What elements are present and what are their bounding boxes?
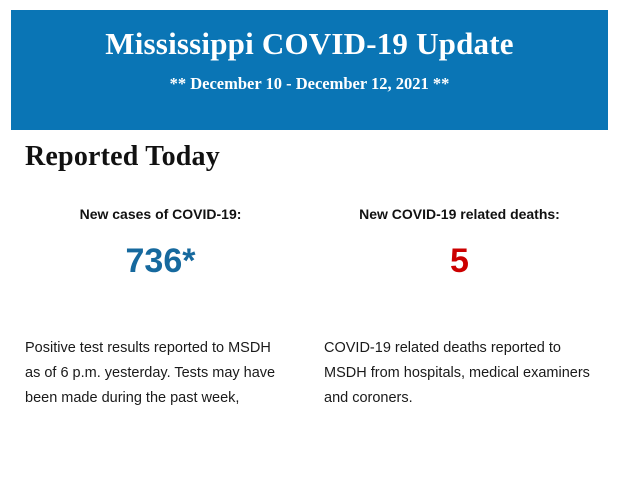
stat-value-new-cases: 736* [125, 241, 196, 280]
page-title: Mississippi COVID-19 Update [105, 26, 514, 61]
section-heading-reported-today: Reported Today [25, 141, 220, 172]
stat-label-new-deaths: New COVID-19 related deaths: [359, 206, 560, 222]
stat-card-new-deaths: New COVID-19 related deaths: 5 [310, 206, 609, 280]
report-date-range: ** December 10 - December 12, 2021 ** [169, 74, 450, 94]
stat-value-new-deaths: 5 [450, 241, 469, 280]
note-new-deaths: COVID-19 related deaths reported to MSDH… [310, 336, 609, 411]
stat-label-new-cases: New cases of COVID-19: [79, 206, 242, 222]
page-banner: Mississippi COVID-19 Update ** December … [11, 10, 608, 130]
stat-card-new-cases: New cases of COVID-19: 736* [11, 206, 310, 280]
notes-row: Positive test results reported to MSDH a… [11, 336, 609, 411]
note-new-cases: Positive test results reported to MSDH a… [11, 336, 310, 411]
note-text-new-deaths: COVID-19 related deaths reported to MSDH… [324, 340, 590, 406]
note-text-new-cases: Positive test results reported to MSDH a… [25, 340, 276, 406]
stats-row: New cases of COVID-19: 736* New COVID-19… [11, 206, 609, 280]
